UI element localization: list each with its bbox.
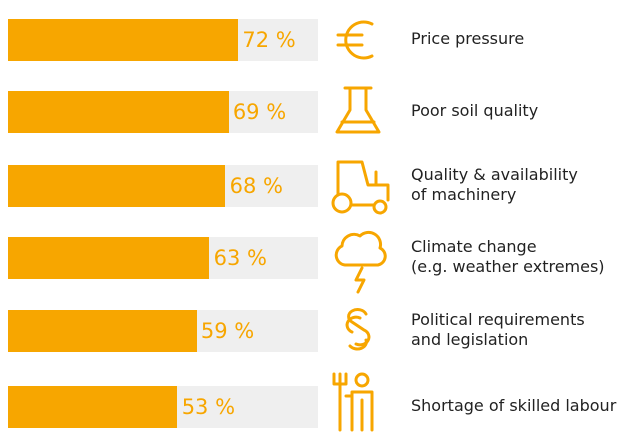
bar <box>8 19 239 61</box>
value-label: 72 % <box>242 28 296 52</box>
category-label: Price pressure <box>411 29 525 48</box>
category-label: Climate change (e.g. weather extremes) <box>411 237 605 276</box>
bar <box>8 237 210 279</box>
category-label: Shortage of skilled labour <box>411 396 617 415</box>
bar <box>8 165 226 207</box>
value-label: 63 % <box>213 246 267 270</box>
euro-icon <box>336 20 374 60</box>
bar <box>8 310 197 352</box>
category-label: Political requirements and legislation <box>411 310 585 349</box>
bar <box>8 91 229 133</box>
value-label: 53 % <box>181 395 236 419</box>
bar <box>8 386 178 428</box>
value-label: 69 % <box>232 100 287 124</box>
cloud-icon <box>334 230 387 294</box>
value-label: 59 % <box>200 319 255 343</box>
category-label: Poor soil quality <box>411 101 539 120</box>
flask-icon <box>335 86 381 134</box>
category-label: Quality & availability of machinery <box>411 165 578 204</box>
section-icon <box>345 308 371 351</box>
value-label: 68 % <box>229 174 283 198</box>
tractor-icon <box>331 160 390 215</box>
farmer-icon <box>332 372 374 432</box>
